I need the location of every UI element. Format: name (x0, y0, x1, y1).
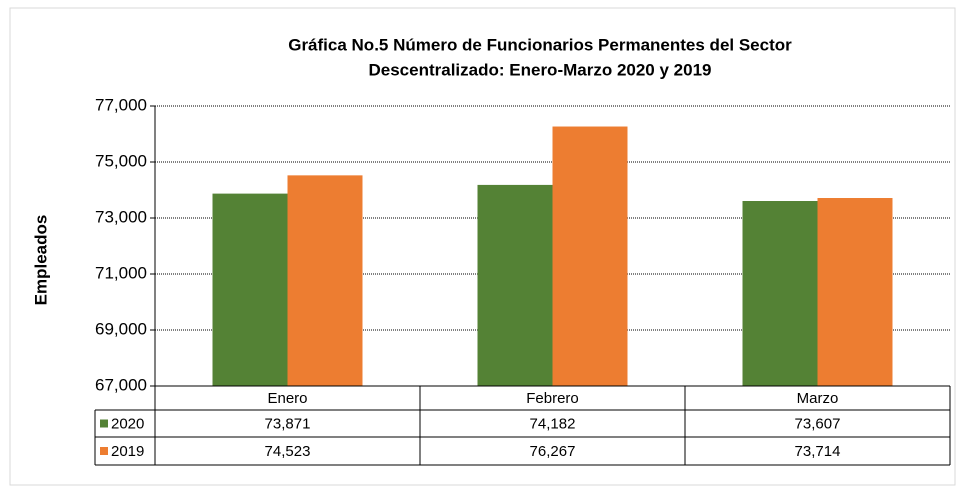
y-tick-label: 77,000 (95, 95, 147, 114)
table-cell: 74,523 (265, 443, 311, 460)
table-cell: 74,182 (530, 415, 576, 432)
legend-swatch (100, 419, 108, 428)
bar (552, 126, 628, 387)
legend-swatch (100, 447, 108, 455)
table-cell: 73,871 (265, 415, 311, 432)
y-tick-label: 71,000 (95, 263, 147, 282)
chart-title: Gráfica No.5 Número de Funcionarios Perm… (288, 35, 792, 54)
y-tick-label: 73,000 (95, 207, 147, 226)
bar (212, 193, 288, 386)
x-tick-label: Enero (267, 390, 307, 407)
bar (477, 184, 553, 386)
y-tick-label: 69,000 (95, 319, 147, 338)
bar (742, 201, 818, 386)
x-tick-label: Marzo (797, 390, 839, 407)
legend-label: 2020 (111, 415, 144, 432)
chart-title: Descentralizado: Enero-Marzo 2020 y 2019 (369, 60, 712, 79)
bar (817, 198, 893, 386)
y-axis-label: Empleados (31, 215, 50, 306)
y-tick-label: 67,000 (95, 375, 147, 394)
x-tick-label: Febrero (526, 390, 579, 407)
bar (287, 175, 363, 386)
legend-label: 2019 (111, 443, 144, 460)
table-cell: 73,607 (795, 415, 841, 432)
y-tick-label: 75,000 (95, 151, 147, 170)
table-cell: 76,267 (530, 443, 576, 460)
table-cell: 73,714 (795, 443, 841, 460)
